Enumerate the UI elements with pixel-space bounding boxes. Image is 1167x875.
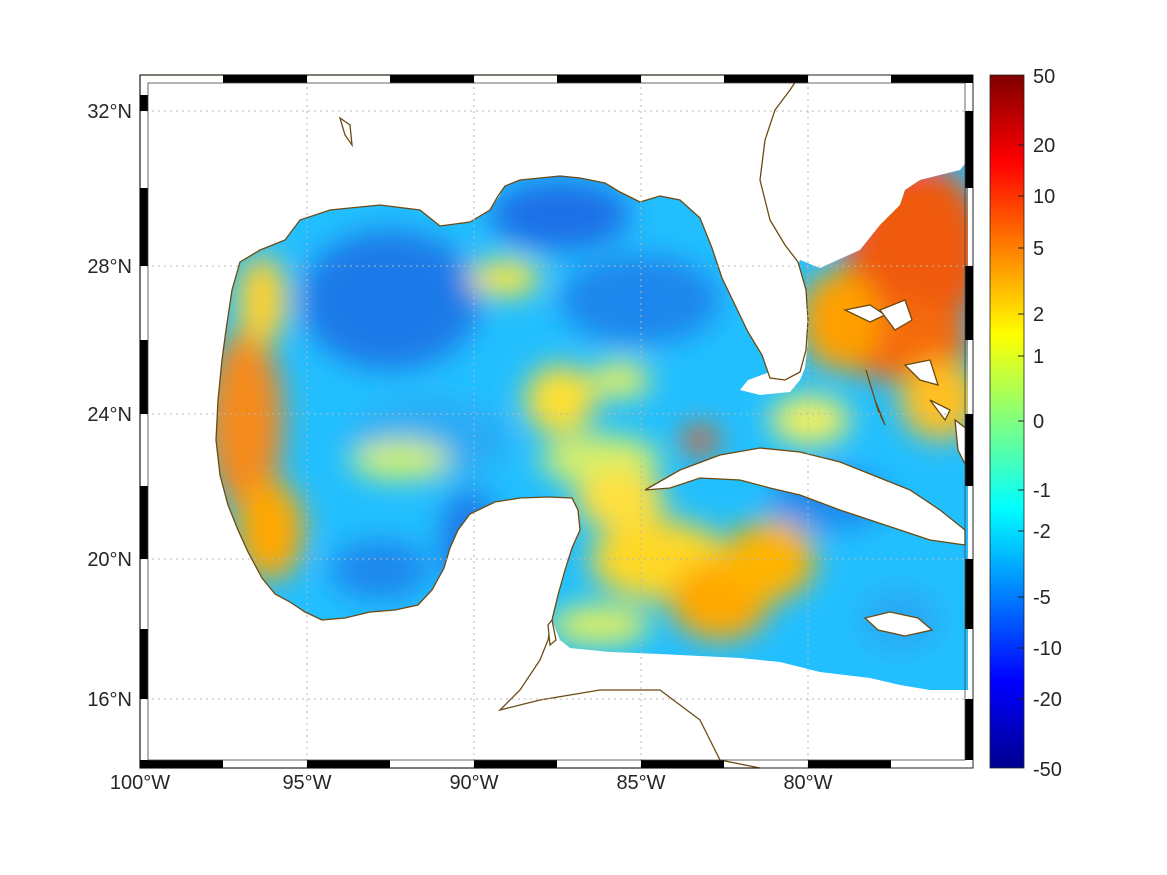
lon-label-95w: 95°W [282,772,331,794]
lon-label-80w: 80°W [783,772,832,794]
latitude-labels: 32°N 28°N 24°N 20°N 16°N [87,101,132,711]
lat-label-32n: 32°N [87,101,132,123]
colorbar-label-neg50: -50 [1033,759,1062,781]
lon-label-90w: 90°W [449,772,498,794]
colorbar-label-1: 1 [1033,346,1044,368]
lat-label-20n: 20°N [87,549,132,571]
colorbar-ticks [1018,144,1024,700]
lat-label-16n: 16°N [87,689,132,711]
lon-label-100w: 100°W [110,772,170,794]
lat-label-24n: 24°N [87,404,132,426]
colorbar-label-neg10: -10 [1033,638,1062,660]
colorbar-label-20: 20 [1033,135,1055,157]
longitude-labels: 100°W 95°W 90°W 85°W 80°W [110,772,833,794]
colorbar-label-neg2: -2 [1033,521,1051,543]
colorbar-label-50: 50 [1033,66,1055,88]
map-border [139,74,974,769]
colorbar-label-neg20: -20 [1033,689,1062,711]
lon-label-85w: 85°W [616,772,665,794]
colorbar-label-10: 10 [1033,186,1055,208]
colorbar: 50 20 10 5 2 1 0 -1 -2 -5 -10 -20 -50 [989,66,1062,781]
colorbar-label-neg1: -1 [1033,480,1051,502]
colorbar-label-0: 0 [1033,411,1044,433]
colorbar-label-2: 2 [1033,304,1044,326]
colorbar-label-neg5: -5 [1033,587,1051,609]
colorbar-label-5: 5 [1033,238,1044,260]
graticule [140,75,973,768]
lat-label-28n: 28°N [87,256,132,278]
